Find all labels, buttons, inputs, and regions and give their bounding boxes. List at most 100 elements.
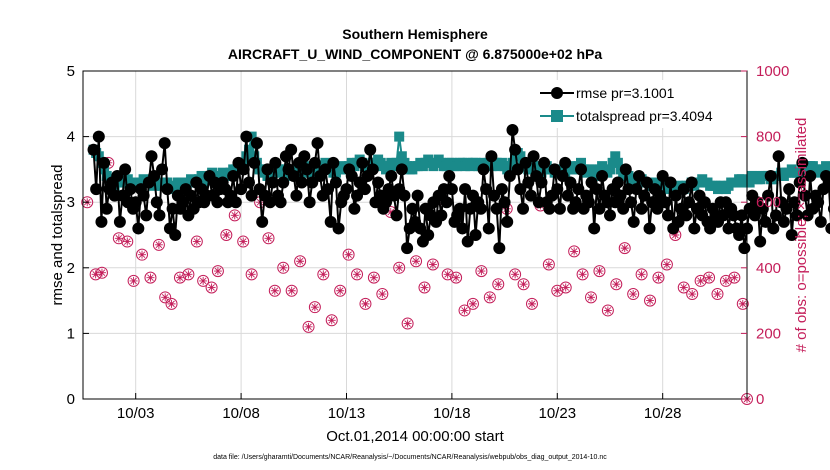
obs-point-11 xyxy=(165,297,178,310)
obs-point-46 xyxy=(450,271,463,284)
rmse-point-269 xyxy=(796,156,809,169)
rmse-point-68 xyxy=(266,176,279,189)
rmse-point-201 xyxy=(617,202,630,215)
rmse-point-141 xyxy=(459,183,472,196)
rmse-point-57 xyxy=(237,163,250,176)
obs-point-67 xyxy=(627,288,640,301)
rmse-point-204 xyxy=(625,196,638,209)
rmse-point-196 xyxy=(603,209,616,222)
legend: rmse pr=3.1001 totalspread pr=3.4094 xyxy=(532,80,742,128)
totalspread-point-162 xyxy=(515,151,526,162)
obs-point-1 xyxy=(89,268,102,281)
y-tick-label-5: 5 xyxy=(67,63,75,80)
legend-spread-marker xyxy=(551,110,563,122)
obs-point-33 xyxy=(342,248,355,261)
rmse-point-132 xyxy=(435,209,448,222)
rmse-point-257 xyxy=(764,169,777,182)
obs-point-68 xyxy=(635,268,648,281)
x-tick-label-0: 10/03 xyxy=(117,405,155,422)
rmse-point-105 xyxy=(364,143,377,156)
rmse-point-232 xyxy=(698,196,711,209)
rmse-point-99 xyxy=(348,202,361,215)
rmse-point-239 xyxy=(717,209,730,222)
totalspread-point-185 xyxy=(576,157,586,168)
rmse-point-265 xyxy=(785,229,798,241)
rmse-point-247 xyxy=(738,242,751,255)
rmse-point-225 xyxy=(680,209,693,222)
rmse-point-28 xyxy=(161,183,174,196)
rmse-point-23 xyxy=(148,169,161,182)
rmse-point-193 xyxy=(596,169,609,182)
rmse-point-31 xyxy=(169,229,182,241)
rmse-point-149 xyxy=(480,183,493,196)
obs-point-14 xyxy=(190,235,203,248)
totalspread-point-278 xyxy=(821,161,830,172)
rmse-point-108 xyxy=(372,176,385,189)
rmse-point-192 xyxy=(593,202,606,215)
y-right-tick-label-5: 1000 xyxy=(756,63,789,80)
rmse-point-156 xyxy=(498,196,511,209)
rmse-point-185 xyxy=(575,163,587,176)
obs-point-54 xyxy=(517,278,530,291)
rmse-point-103 xyxy=(358,183,371,196)
obs-point-51 xyxy=(492,278,505,291)
rmse-point-84 xyxy=(308,156,321,169)
y-tick-label-2: 2 xyxy=(67,260,75,277)
rmse-point-140 xyxy=(456,222,469,235)
totalspread-point-196 xyxy=(604,164,615,175)
rmse-point-100 xyxy=(351,189,364,202)
obs-point-45 xyxy=(441,268,454,281)
rmse-point-209 xyxy=(638,189,651,202)
rmse-point-53 xyxy=(227,169,240,182)
rmse-point-170 xyxy=(535,176,548,189)
rmse-point-188 xyxy=(582,196,595,209)
rmse-point-76 xyxy=(287,169,300,182)
obs-point-26 xyxy=(285,284,298,297)
rmse-point-167 xyxy=(527,150,540,163)
rmse-point-142 xyxy=(461,235,474,248)
rmse-point-255 xyxy=(759,215,772,228)
rmse-point-206 xyxy=(630,183,643,196)
rmse-point-160 xyxy=(509,143,522,156)
rmse-point-60 xyxy=(245,189,258,202)
obs-point-62 xyxy=(585,291,598,304)
y-right-tick-label-1: 200 xyxy=(756,325,781,342)
rmse-point-151 xyxy=(485,150,498,163)
totalspread-point-249 xyxy=(744,177,755,188)
rmse-point-135 xyxy=(443,169,456,182)
rmse-point-127 xyxy=(422,229,435,241)
rmse-point-246 xyxy=(735,209,748,222)
rmse-point-176 xyxy=(551,183,564,196)
obs-point-60 xyxy=(568,245,581,258)
obs-point-10 xyxy=(159,291,172,304)
obs-point-7 xyxy=(136,248,149,261)
rmse-point-54 xyxy=(229,196,242,209)
obs-point-36 xyxy=(367,271,380,284)
x-axis-ticks: 10/03 10/08 10/13 10/18 10/23 10/28 xyxy=(117,393,681,422)
obs-point-21 xyxy=(245,268,258,281)
y-axis-ticks: 0 1 2 3 4 5 xyxy=(67,63,89,408)
rmse-point-275 xyxy=(812,196,825,209)
y-axis-right-label: # of obs: o=possible; ×=assimilated xyxy=(793,118,810,353)
rmse-point-37 xyxy=(185,189,198,202)
rmse-point-155 xyxy=(495,183,508,196)
obs-point-12 xyxy=(173,271,186,284)
rmse-point-153 xyxy=(490,202,503,215)
rmse-point-26 xyxy=(156,163,169,176)
y-tick-label-0: 0 xyxy=(67,391,75,408)
rmse-point-123 xyxy=(411,189,424,202)
rmse-point-171 xyxy=(538,156,551,169)
rmse-point-111 xyxy=(380,196,393,209)
legend-box xyxy=(532,80,742,128)
rmse-point-253 xyxy=(754,235,767,248)
rmse-point-158 xyxy=(503,169,516,182)
obs-point-76 xyxy=(703,271,716,284)
rmse-point-117 xyxy=(395,163,408,176)
obs-point-69 xyxy=(644,294,657,307)
rmse-point-14 xyxy=(124,183,137,196)
rmse-series xyxy=(87,124,830,255)
obs-point-48 xyxy=(466,297,479,310)
rmse-point-217 xyxy=(659,196,672,209)
rmse-point-281 xyxy=(827,204,830,214)
rmse-point-124 xyxy=(414,222,427,235)
